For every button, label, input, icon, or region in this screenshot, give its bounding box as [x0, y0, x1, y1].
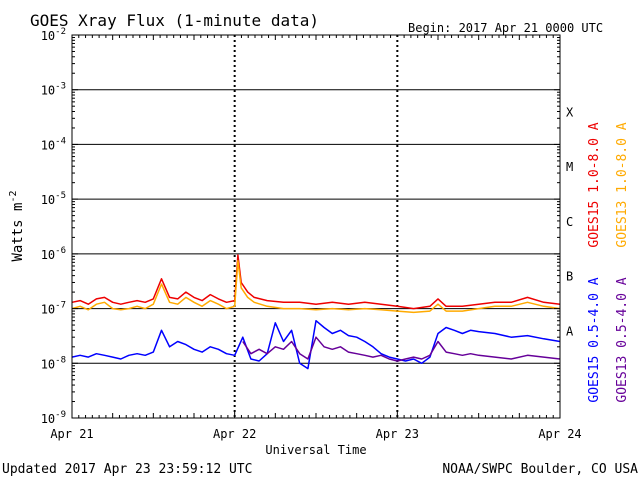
flare-class-label: A: [566, 324, 574, 338]
x-tick-label: Apr 24: [538, 427, 581, 441]
y-tick-label: 10-3: [41, 82, 66, 98]
y-tick-label: 10-2: [41, 27, 66, 43]
y-axis-label-group: Watts m-2: [8, 190, 26, 261]
y-tick-label: 10-5: [41, 191, 66, 207]
updated-timestamp: Updated 2017 Apr 23 23:59:12 UTC: [2, 462, 252, 477]
flare-class-label: X: [566, 105, 574, 119]
flare-class-label: B: [566, 270, 573, 284]
x-axis-label: Universal Time: [265, 443, 366, 457]
y-axis-label: Watts m-2: [8, 190, 26, 261]
y-tick-label: 10-8: [41, 355, 66, 371]
series-line-3: [242, 336, 561, 362]
credit-text: NOAA/SWPC Boulder, CO USA: [442, 462, 638, 477]
flare-class-label: C: [566, 215, 573, 229]
series-line-2: [71, 319, 561, 370]
legend: GOES15 1.0-8.0 A GOES13 1.0-8.0 A GOES15 0…: [587, 122, 630, 402]
series-line-1: [71, 259, 561, 314]
y-tick-label: 10-9: [41, 410, 66, 426]
legend-entry-1: GOES13 1.0-8.0 A: [615, 122, 630, 247]
chart-title: GOES Xray Flux (1-minute data): [30, 11, 319, 30]
legend-entry-2: GOES15 0.5-4.0 A: [587, 277, 602, 402]
y-tick-label: 10-6: [41, 246, 66, 262]
x-tick-label: Apr 22: [213, 427, 256, 441]
x-tick-label: Apr 21: [50, 427, 93, 441]
legend-entry-3: GOES13 0.5-4.0 A: [615, 277, 630, 402]
x-tick-label: Apr 23: [376, 427, 419, 441]
begin-time: Begin: 2017 Apr 21 0000 UTC: [408, 21, 603, 35]
grid-layer: [72, 35, 560, 418]
flare-class-label: M: [566, 160, 573, 174]
plot-frame: [71, 34, 561, 419]
y-tick-label: 10-4: [41, 136, 66, 152]
legend-entry-0: GOES15 1.0-8.0 A: [587, 122, 602, 247]
y-tick-label: 10-7: [41, 301, 66, 317]
series-layer: [71, 254, 561, 370]
series-line-0: [71, 254, 561, 310]
